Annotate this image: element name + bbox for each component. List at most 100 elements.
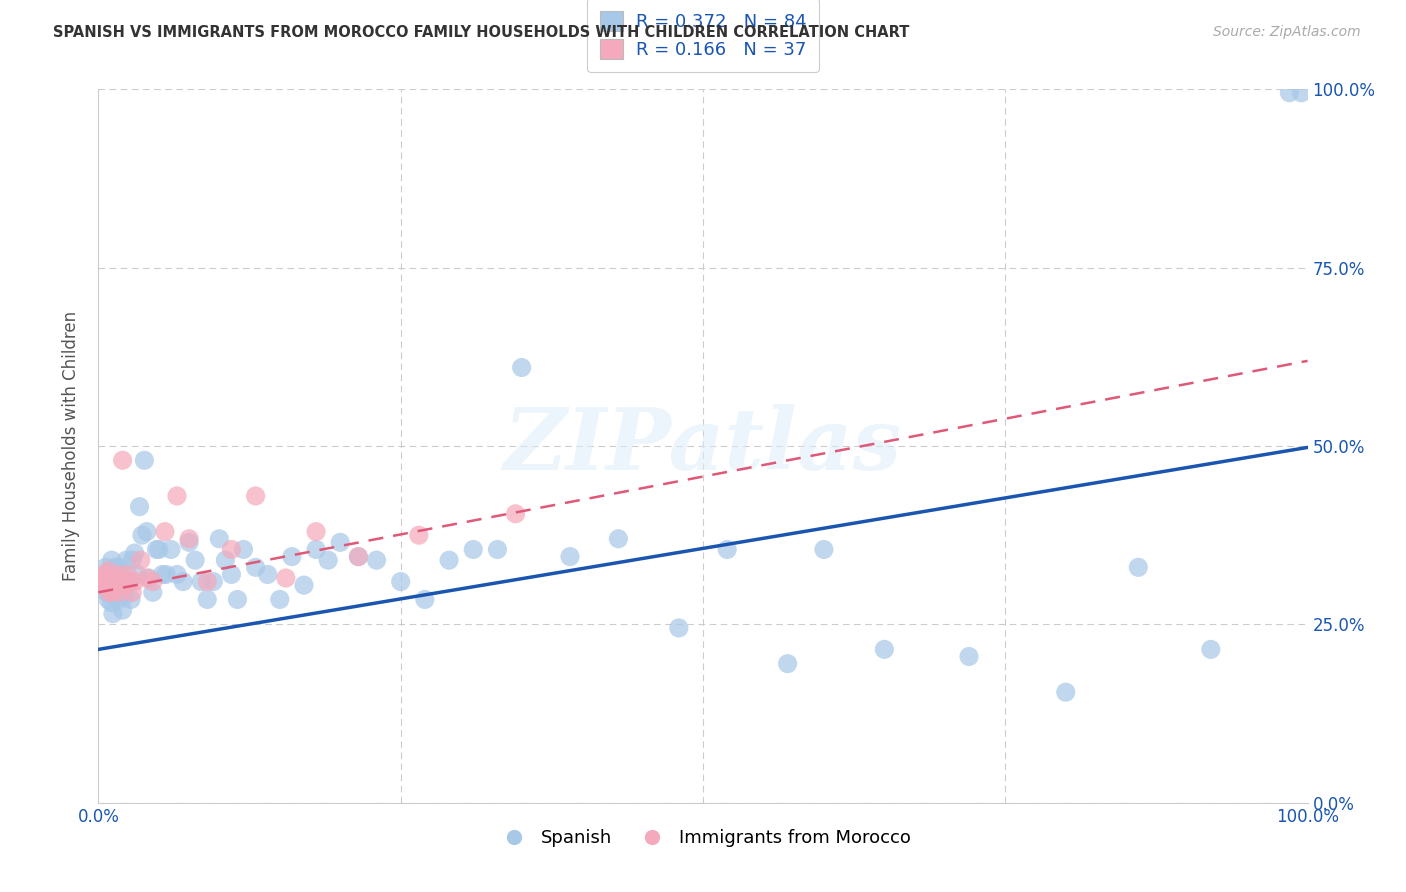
Point	[256, 567, 278, 582]
Point	[208, 532, 231, 546]
Point	[142, 585, 165, 599]
Point	[195, 574, 218, 589]
Point	[166, 489, 188, 503]
Point	[245, 489, 267, 503]
Point	[226, 592, 249, 607]
Point	[103, 574, 125, 589]
Point	[120, 592, 142, 607]
Point	[103, 582, 125, 596]
Point	[153, 524, 176, 539]
Text: SPANISH VS IMMIGRANTS FROM MOROCCO FAMILY HOUSEHOLDS WITH CHILDREN CORRELATION C: SPANISH VS IMMIGRANTS FROM MOROCCO FAMIL…	[53, 25, 910, 40]
Point	[108, 585, 131, 599]
Point	[112, 574, 135, 589]
Point	[221, 542, 243, 557]
Point	[103, 589, 125, 603]
Point	[145, 542, 167, 557]
Point	[166, 567, 188, 582]
Point	[129, 553, 152, 567]
Point	[107, 582, 129, 596]
Point	[108, 592, 131, 607]
Point	[245, 560, 267, 574]
Point	[274, 571, 297, 585]
Point	[94, 567, 117, 582]
Point	[155, 567, 177, 582]
Point	[221, 567, 243, 582]
Point	[813, 542, 835, 557]
Point	[121, 553, 143, 567]
Point	[134, 453, 156, 467]
Point	[101, 582, 124, 596]
Point	[179, 532, 201, 546]
Point	[93, 578, 115, 592]
Point	[142, 574, 165, 589]
Point	[135, 571, 157, 585]
Point	[101, 574, 124, 589]
Point	[124, 546, 146, 560]
Point	[366, 553, 388, 567]
Point	[232, 542, 254, 557]
Point	[131, 528, 153, 542]
Point	[214, 553, 236, 567]
Point	[127, 567, 149, 582]
Point	[98, 585, 121, 599]
Text: Source: ZipAtlas.com: Source: ZipAtlas.com	[1213, 25, 1361, 39]
Point	[148, 542, 170, 557]
Point	[510, 360, 533, 375]
Point	[292, 578, 315, 592]
Point	[124, 574, 146, 589]
Point	[269, 592, 291, 607]
Point	[110, 582, 132, 596]
Point	[118, 574, 141, 589]
Point	[97, 564, 120, 578]
Point	[104, 574, 127, 589]
Point	[111, 453, 134, 467]
Point	[184, 553, 207, 567]
Point	[107, 578, 129, 592]
Point	[121, 585, 143, 599]
Point	[463, 542, 485, 557]
Point	[1291, 86, 1313, 100]
Point	[98, 564, 121, 578]
Point	[100, 567, 122, 582]
Point	[873, 642, 896, 657]
Point	[96, 574, 118, 589]
Point	[94, 560, 117, 574]
Point	[105, 578, 128, 592]
Point	[100, 553, 122, 567]
Point	[190, 574, 212, 589]
Point	[716, 542, 738, 557]
Point	[1128, 560, 1150, 574]
Point	[100, 585, 122, 599]
Point	[957, 649, 980, 664]
Point	[408, 528, 430, 542]
Point	[114, 578, 136, 592]
Point	[505, 507, 527, 521]
Point	[114, 589, 136, 603]
Point	[202, 574, 225, 589]
Point	[100, 574, 122, 589]
Text: ZIPatlas: ZIPatlas	[503, 404, 903, 488]
Point	[668, 621, 690, 635]
Point	[1278, 86, 1301, 100]
Point	[437, 553, 460, 567]
Point	[305, 524, 328, 539]
Point	[486, 542, 509, 557]
Point	[115, 553, 138, 567]
Point	[118, 574, 141, 589]
Point	[138, 571, 160, 585]
Point	[316, 553, 339, 567]
Point	[110, 574, 132, 589]
Point	[413, 592, 436, 607]
Point	[1054, 685, 1077, 699]
Point	[97, 578, 120, 592]
Point	[93, 574, 115, 589]
Point	[1199, 642, 1222, 657]
Point	[305, 542, 328, 557]
Legend: Spanish, Immigrants from Morocco: Spanish, Immigrants from Morocco	[488, 822, 918, 855]
Point	[100, 596, 122, 610]
Point	[172, 574, 194, 589]
Point	[108, 560, 131, 574]
Point	[96, 571, 118, 585]
Point	[98, 585, 121, 599]
Point	[389, 574, 412, 589]
